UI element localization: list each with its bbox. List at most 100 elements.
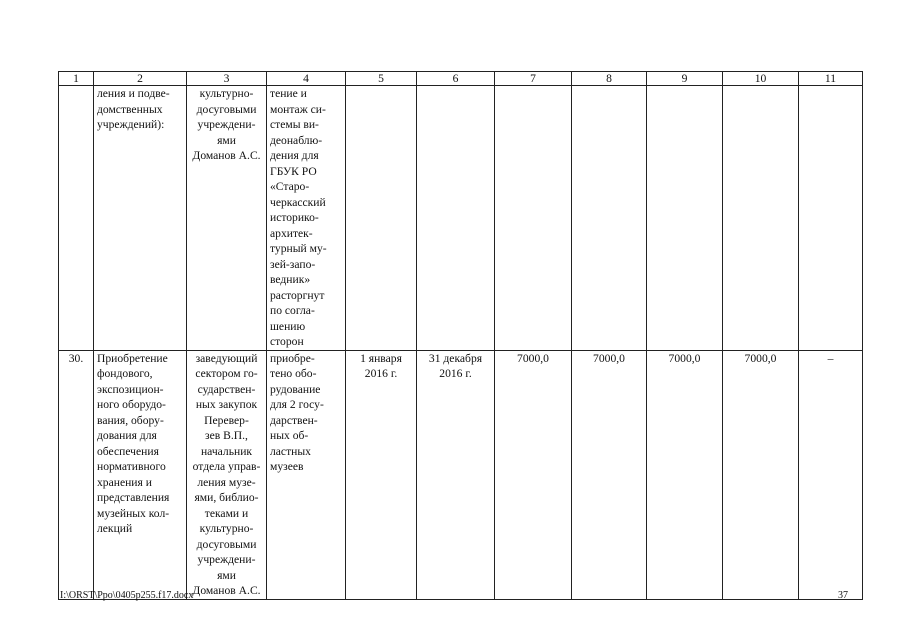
cell-text-line: стемы ви- (270, 118, 319, 131)
column-number-2: 2 (93, 71, 187, 86)
table-cell-col-11 (798, 85, 863, 351)
cell-text-line: тено обо- (270, 367, 317, 380)
table-cell-col-1: 30. (58, 349, 94, 600)
cell-text-line: 31 декабря (428, 351, 483, 365)
table-cell-col-8: 7000,0 (571, 349, 647, 600)
cell-text-line: нормативного (97, 460, 166, 473)
cell-text-line: черкасский (270, 195, 326, 209)
column-number-4: 4 (266, 71, 346, 86)
cell-text-line: домственных (97, 102, 163, 116)
footer-file-path: I:\ORST\Ppo\0405p255.f17.docx (60, 590, 194, 601)
cell-text-line: сторон (270, 335, 304, 348)
cell-text-line: ного оборудо- (97, 398, 166, 411)
cell-text-line: представления (97, 491, 170, 504)
column-number-6: 6 (416, 71, 495, 86)
cell-text-line: историко- (270, 211, 319, 224)
page-number: 37 (838, 590, 848, 601)
cell-text-line: ями (217, 133, 236, 147)
column-number-7: 7 (494, 71, 572, 86)
cell-text-line: расторгнут (270, 288, 325, 302)
table-cell-col-1 (58, 85, 94, 351)
cell-text-line: экспозицион- (97, 382, 164, 396)
cell-text-line: рудование (270, 382, 321, 396)
cell-text-line: музейных кол- (97, 506, 170, 520)
column-number-9: 9 (646, 71, 723, 86)
cell-text-line: шению (270, 319, 306, 333)
cell-text-line: зев В.П., (205, 429, 248, 442)
cell-text-line: сектором го- (195, 367, 258, 380)
table-cell-col-10: 7000,0 (722, 349, 799, 600)
cell-text-line: хранения и (97, 475, 152, 489)
cell-text-line: турный му- (270, 242, 327, 255)
cell-text-line: деонаблю- (270, 133, 323, 147)
table-cell-col-2: Приобретение фондового, экспозицион-ного о… (93, 349, 187, 600)
cell-text-line: ГБУК РО (270, 164, 317, 178)
cell-text-line: 7000,0 (593, 351, 625, 365)
cell-text-line: дарствен- (270, 413, 318, 427)
cell-text-line: лекций (97, 522, 133, 535)
table-cell-col-5: 1 января 2016 г. (345, 349, 417, 600)
cell-text-line: теками и (204, 506, 249, 520)
cell-text-line: досуговыми (196, 102, 257, 116)
cell-text-line: тение и (270, 87, 307, 100)
cell-text-line: культурно- (199, 522, 254, 535)
column-number-10: 10 (722, 71, 799, 86)
cell-text-line: дения для (270, 149, 319, 162)
table-cell-col-2: ления и подве-домственных учреждений): (93, 85, 187, 351)
cell-text-line: учреждени- (197, 553, 256, 566)
table-row: 30. Приобретение фондового, экспозицион-ног… (58, 349, 863, 600)
cell-text-line: Приобретение (97, 351, 168, 365)
cell-text-line: 7000,0 (744, 351, 777, 365)
column-number-5: 5 (345, 71, 417, 86)
table-cell-col-6: 31 декабря 2016 г. (416, 349, 495, 600)
cell-text-line: Доманов А.С. (192, 584, 261, 597)
cell-text-line: заведующий (195, 351, 258, 365)
cell-text-line: культурно- (199, 87, 254, 100)
cell-text-line: учреждений): (97, 118, 165, 131)
table-cell-col-3: заведующий сектором го-сударствен-ных зак… (186, 349, 267, 600)
table-cell-col-7 (494, 85, 572, 351)
cell-text-line: по согла- (270, 304, 315, 317)
cell-text-line: ями, библио- (194, 491, 259, 504)
cell-text-line: «Старо- (270, 180, 310, 193)
cell-text-line: монтаж си- (270, 102, 326, 116)
column-number-8: 8 (571, 71, 647, 86)
cell-text-line: вания, обору- (97, 413, 164, 427)
table-cell-col-10 (722, 85, 799, 351)
cell-text-line: сударствен- (197, 382, 256, 396)
cell-text-line: Доманов А.С. (192, 149, 261, 162)
cell-text-line: архитек- (270, 226, 313, 240)
cell-text-line: ления музе- (197, 475, 256, 489)
table-cell-col-4: тение и монтаж си-стемы ви-деонаблю-дения… (266, 85, 346, 351)
plan-table: 1 2 3 4 5 6 7 8 9 10 11 ления и подве-домственных у… (58, 71, 863, 600)
cell-text-line: приобре- (270, 351, 315, 365)
cell-text-line: зей-запо- (270, 257, 316, 271)
cell-text-line: 2016 г. (364, 367, 398, 380)
table-cell-col-4: приобре-тено обо-рудование для 2 госу-дар… (266, 349, 346, 600)
cell-text-line: отдела управ- (192, 460, 261, 473)
table-cell-col-5 (345, 85, 417, 351)
cell-text-line: 1 января (360, 351, 402, 365)
cell-text-line: ями (217, 568, 236, 582)
cell-text-line: фондового, (97, 367, 153, 380)
table-cell-col-7: 7000,0 (494, 349, 572, 600)
table-cell-col-6 (416, 85, 495, 351)
column-number-1: 1 (58, 71, 94, 86)
cell-text-line: ластных (270, 444, 311, 458)
column-number-header-row: 1 2 3 4 5 6 7 8 9 10 11 (58, 71, 863, 86)
cell-text-line: ных закупок (195, 398, 258, 411)
table-cell-col-8 (571, 85, 647, 351)
cell-text-line: для 2 госу- (270, 398, 324, 411)
cell-text-line: музеев (270, 460, 304, 473)
cell-text-line: – (827, 351, 834, 365)
cell-text-line: дования для (97, 429, 157, 442)
cell-text-line: 7000,0 (517, 351, 549, 365)
cell-text-line: Перевер- (204, 413, 249, 427)
column-number-11: 11 (798, 71, 863, 86)
cell-text-line: обеспечения (97, 444, 159, 458)
table-row: ления и подве-домственных учреждений): кул… (58, 85, 863, 351)
cell-text-line: начальник (200, 444, 253, 458)
cell-text-line: 7000,0 (668, 351, 701, 365)
cell-text-line: ведник» (270, 273, 311, 286)
table-cell-col-3: культурно-досуговыми учреждени-ями Доманов… (186, 85, 267, 351)
